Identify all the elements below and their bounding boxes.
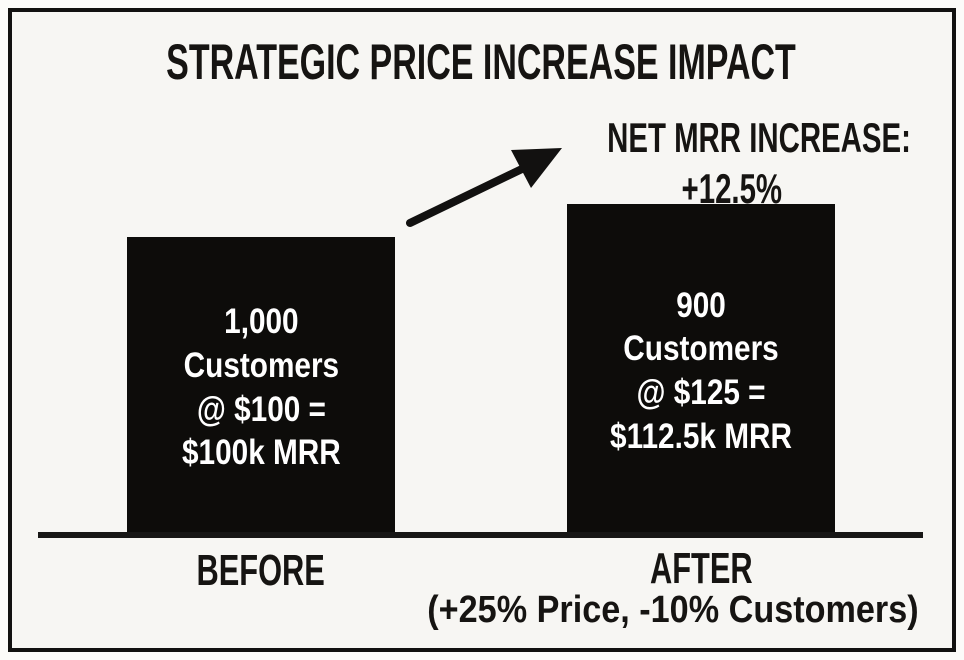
bar-before-line3: @ $100 = bbox=[196, 389, 326, 429]
bar-after: 900 Customers @ $125 = $112.5k MRR bbox=[567, 204, 835, 538]
bar-before-line4: $100k MRR bbox=[181, 433, 341, 473]
x-axis-line bbox=[38, 532, 923, 538]
bar-after-line4: $112.5k MRR bbox=[610, 416, 792, 456]
bar-before-line1: 1,000 bbox=[223, 302, 299, 341]
net-mrr-callout: NET MRR INCREASE: +12.5% bbox=[542, 112, 922, 214]
bar-before-line2: Customers bbox=[183, 345, 339, 385]
axis-label-after: AFTER bbox=[649, 544, 753, 593]
bar-before: 1,000 Customers @ $100 = $100k MRR bbox=[127, 237, 395, 538]
page-title-text: STRATEGIC PRICE INCREASE IMPACT bbox=[166, 34, 796, 90]
page-title: STRATEGIC PRICE INCREASE IMPACT bbox=[12, 33, 950, 91]
axis-sublabel-after: (+25% Price, -10% Customers) bbox=[427, 589, 919, 631]
chart-frame: STRATEGIC PRICE INCREASE IMPACT NET MRR … bbox=[8, 8, 956, 652]
bar-before-value-text: 1,000 Customers @ $100 = $100k MRR bbox=[182, 300, 341, 475]
bar-after-line2: Customers bbox=[623, 329, 779, 369]
net-mrr-callout-line1: NET MRR INCREASE: bbox=[607, 114, 911, 161]
up-right-arrow-icon bbox=[406, 148, 562, 227]
axis-label-before: BEFORE bbox=[196, 546, 326, 595]
bar-after-line3: @ $125 = bbox=[636, 373, 766, 412]
bar-after-value-text: 900 Customers @ $125 = $112.5k MRR bbox=[610, 284, 792, 459]
bar-after-line1: 900 bbox=[676, 285, 726, 325]
